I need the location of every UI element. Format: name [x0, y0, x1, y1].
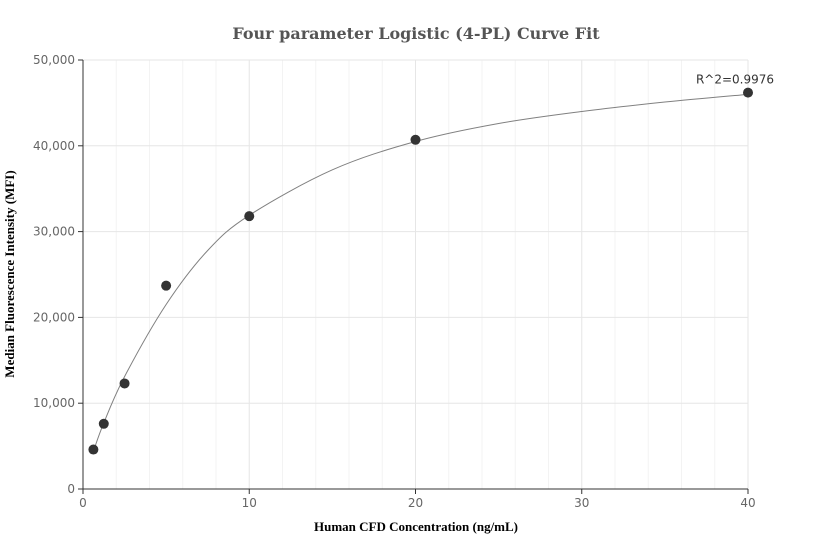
x-axis-label: Human CFD Concentration (ng/mL)	[314, 519, 518, 534]
chart-title: Four parameter Logistic (4-PL) Curve Fit	[232, 24, 600, 43]
y-tick-label: 0	[67, 482, 75, 496]
y-tick-label: 50,000	[33, 53, 75, 67]
r-squared-annotation: R^2=0.9976	[696, 73, 774, 87]
y-tick-label: 40,000	[33, 139, 75, 153]
data-point	[410, 134, 421, 145]
x-tick-label: 20	[408, 496, 423, 510]
data-point	[743, 87, 753, 98]
data-points	[88, 87, 753, 455]
data-point	[119, 378, 130, 389]
x-tick-label: 10	[242, 496, 257, 510]
grid	[82, 59, 749, 490]
fit-curve	[92, 93, 749, 452]
x-tick-label: 0	[79, 496, 87, 510]
data-point	[244, 211, 255, 222]
axes	[78, 59, 749, 494]
data-point	[98, 418, 109, 429]
y-tick-label: 10,000	[33, 396, 75, 410]
y-tick-labels: 0 10,000 20,000 30,000 40,000 50,000	[33, 53, 75, 496]
data-point	[88, 444, 99, 455]
y-axis-label: Median Fluorescence Intensity (MFI)	[2, 170, 17, 377]
x-tick-label: 40	[740, 496, 755, 510]
y-tick-label: 20,000	[33, 310, 75, 324]
x-tick-labels: 0 10 20 30 40	[79, 496, 755, 510]
x-tick-label: 30	[574, 496, 589, 510]
data-point	[161, 280, 172, 291]
y-tick-label: 30,000	[33, 225, 75, 239]
